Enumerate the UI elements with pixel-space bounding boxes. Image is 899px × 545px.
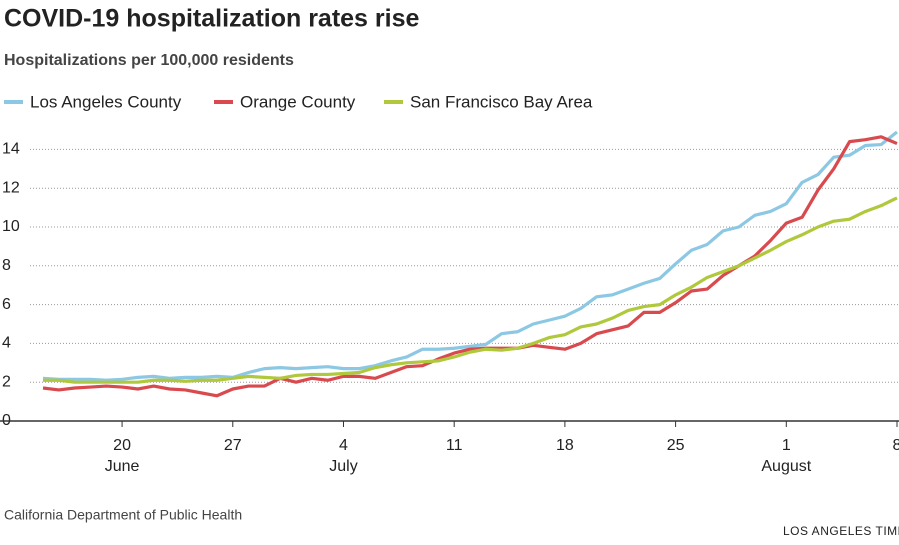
month-label: August <box>761 458 811 475</box>
x-tick-label: 25 <box>667 437 685 454</box>
y-tick-label: 12 <box>2 179 20 196</box>
x-tick-label: 1 <box>782 437 791 454</box>
source: California Department of Public Health <box>4 507 242 523</box>
y-tick-label: 8 <box>2 257 11 274</box>
x-tick-label: 18 <box>556 437 574 454</box>
chart-title: COVID-19 hospitalization rates rise <box>4 5 419 33</box>
legend-label: Orange County <box>240 92 356 111</box>
y-tick-label: 6 <box>2 296 11 313</box>
month-label: June <box>105 458 140 475</box>
x-tick-label: 11 <box>446 437 463 454</box>
legend-label: Los Angeles County <box>30 92 182 111</box>
series-line <box>42 135 898 398</box>
x-tick-label: 27 <box>224 437 242 454</box>
series-line <box>42 130 898 382</box>
x-tick-label: 4 <box>339 437 348 454</box>
series-line <box>43 196 898 384</box>
legend-label: San Francisco Bay Area <box>410 92 593 111</box>
chart-subtitle: Hospitalizations per 100,000 residents <box>4 52 294 69</box>
x-tick-label: 8 <box>893 437 899 454</box>
credit: LOS ANGELES TIMES <box>783 524 899 538</box>
y-tick-label: 2 <box>2 373 11 390</box>
month-label: July <box>329 458 357 475</box>
y-tick-label: 14 <box>2 141 20 158</box>
x-tick-label: 20 <box>113 437 131 454</box>
y-tick-label: 4 <box>2 335 11 352</box>
y-tick-label: 10 <box>2 218 20 235</box>
